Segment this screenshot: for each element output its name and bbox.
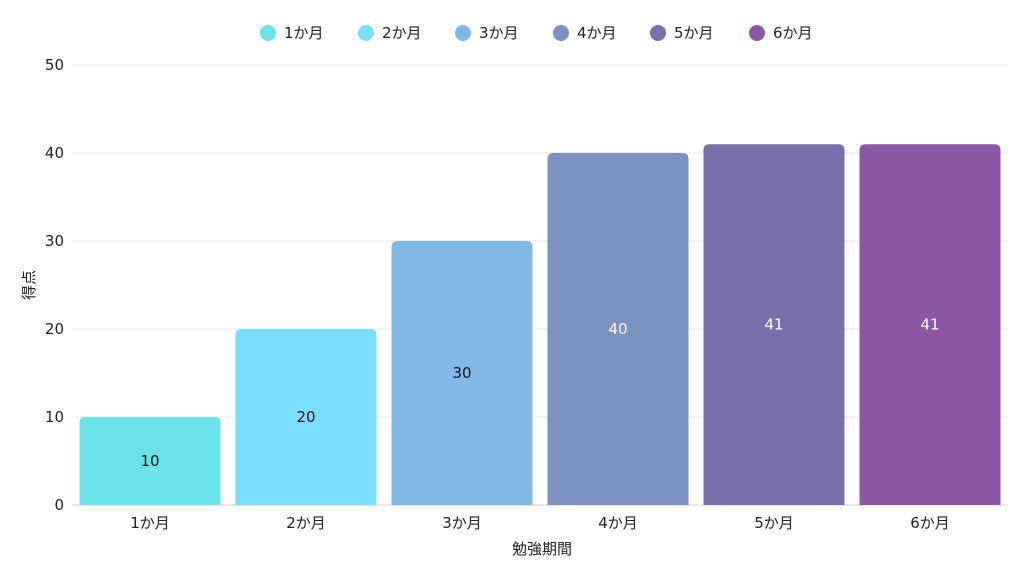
legend-label: 6か月 <box>773 24 813 42</box>
x-axis-ticks: 1か月 2か月 3か月 4か月 5か月 6か月 <box>130 514 950 532</box>
legend-label: 5か月 <box>674 24 714 42</box>
x-tick-label: 5か月 <box>754 514 794 532</box>
legend-item-6[interactable]: 6か月 <box>749 24 813 42</box>
legend-label: 1か月 <box>284 24 324 42</box>
legend-item-2[interactable]: 2か月 <box>358 24 422 42</box>
bars: 10 20 30 40 41 41 <box>79 144 1001 505</box>
x-tick-label: 1か月 <box>130 514 170 532</box>
x-tick-label: 4か月 <box>598 514 638 532</box>
legend-label: 3か月 <box>479 24 519 42</box>
legend: 1か月 2か月 3か月 4か月 5か月 6か月 <box>260 24 813 42</box>
bar-5 <box>703 144 845 505</box>
y-tick-label: 10 <box>45 408 64 426</box>
y-tick-label: 20 <box>45 320 64 338</box>
data-label-3: 30 <box>452 364 471 382</box>
legend-swatch <box>358 25 374 41</box>
bar-1 <box>79 417 221 505</box>
y-tick-label: 50 <box>45 56 64 74</box>
legend-item-5[interactable]: 5か月 <box>650 24 714 42</box>
data-label-2: 20 <box>296 408 315 426</box>
bar-2 <box>235 329 377 505</box>
legend-label: 2か月 <box>382 24 422 42</box>
data-label-6: 41 <box>920 316 939 334</box>
x-tick-label: 2か月 <box>286 514 326 532</box>
legend-item-1[interactable]: 1か月 <box>260 24 324 42</box>
data-label-5: 41 <box>764 316 783 334</box>
legend-swatch <box>749 25 765 41</box>
y-tick-label: 40 <box>45 144 64 162</box>
legend-label: 4か月 <box>577 24 617 42</box>
gridlines <box>72 64 1008 506</box>
bar-4 <box>547 153 689 505</box>
y-tick-label: 30 <box>45 232 64 250</box>
legend-swatch <box>260 25 276 41</box>
x-axis-title: 勉強期間 <box>512 540 572 558</box>
bar-3 <box>391 241 533 505</box>
legend-swatch <box>455 25 471 41</box>
y-axis-title: 得点 <box>20 270 38 300</box>
bar-6 <box>859 144 1001 505</box>
legend-item-3[interactable]: 3か月 <box>455 24 519 42</box>
data-label-1: 10 <box>140 452 159 470</box>
data-label-4: 40 <box>608 320 627 338</box>
y-axis-ticks: 0 10 20 30 40 50 <box>45 56 64 514</box>
y-tick-label: 0 <box>54 496 64 514</box>
legend-swatch <box>553 25 569 41</box>
x-tick-label: 3か月 <box>442 514 482 532</box>
legend-item-4[interactable]: 4か月 <box>553 24 617 42</box>
legend-swatch <box>650 25 666 41</box>
x-tick-label: 6か月 <box>910 514 950 532</box>
